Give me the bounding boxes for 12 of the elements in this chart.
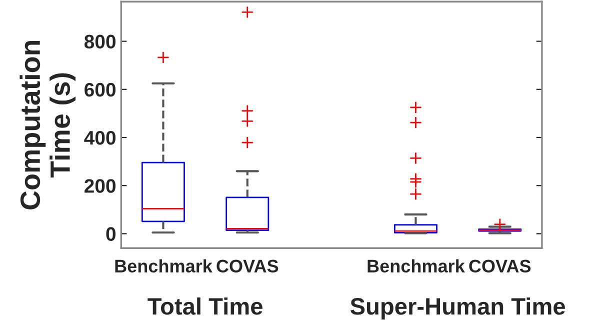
y-tick-label: 200 (84, 179, 116, 193)
y-tick-label: 400 (84, 130, 116, 145)
x-tick-label: Benchmark (115, 259, 212, 273)
text: Total Time (148, 297, 262, 315)
y-axis-title: Computation Time (s) (20, 40, 76, 210)
x-tick-label: Benchmark (368, 259, 465, 273)
text: Super-Human Time (350, 297, 566, 320)
y-tick-label: 800 (84, 34, 116, 49)
x-tick-label: COVAS (216, 260, 278, 273)
y-tick-label: 0 (106, 227, 116, 241)
y-tick-label: 600 (84, 82, 116, 97)
x-tick-label: COVAS (469, 260, 531, 273)
